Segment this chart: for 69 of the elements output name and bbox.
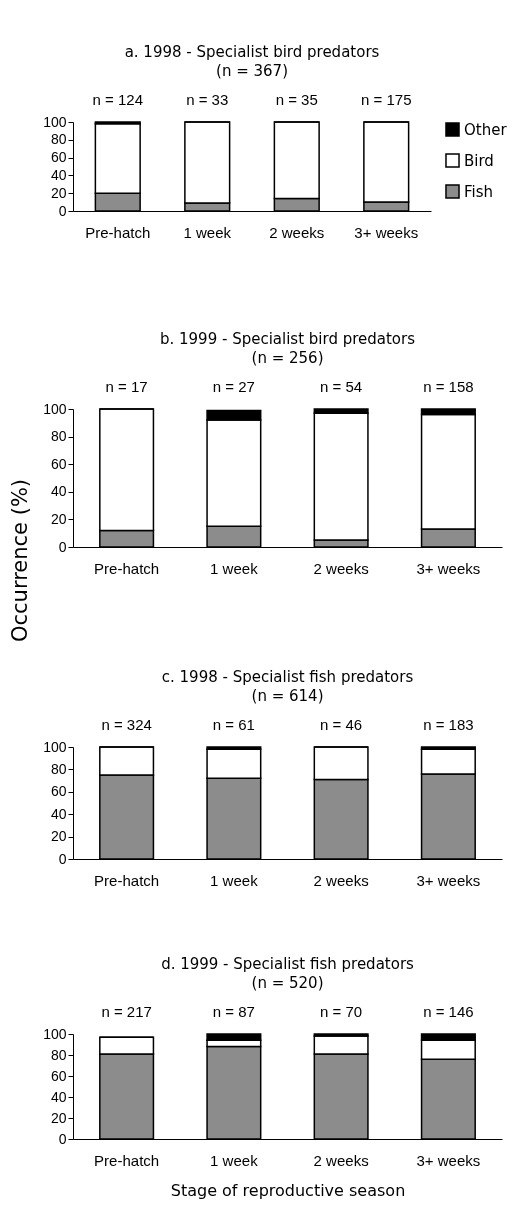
legend-label: Fish xyxy=(464,182,494,201)
y-tick-label: 20 xyxy=(50,828,67,845)
text: n = 70 xyxy=(320,1003,363,1020)
chart-subtitle: (n = 256) xyxy=(251,349,324,367)
text: n = 183 xyxy=(423,716,474,733)
x-tick-label: 2 weeks xyxy=(313,559,369,577)
y-tick-label: 60 xyxy=(50,455,67,472)
x-axis-title: Stage of reproductive season xyxy=(170,1180,406,1200)
x-tick-label: 3+ weeks xyxy=(354,223,419,241)
y-tick-label: 100 xyxy=(43,738,67,755)
chart-subtitle: (n = 367) xyxy=(216,62,288,80)
text: n = 324 xyxy=(101,716,152,733)
x-tick-label: 2 weeks xyxy=(313,871,369,889)
y-axis-title: Occurrence (%) xyxy=(7,478,32,643)
y-tick-label: 0 xyxy=(58,202,67,219)
text: n = 217 xyxy=(101,1003,152,1020)
text: n = 17 xyxy=(105,378,148,395)
y-tick-label: 40 xyxy=(50,166,67,183)
y-tick-label: 0 xyxy=(58,850,67,867)
text: n = 87 xyxy=(212,1003,255,1020)
y-tick-label: 80 xyxy=(50,428,67,445)
y-tick-label: 40 xyxy=(50,805,67,822)
x-tick-label: 3+ weeks xyxy=(416,1151,481,1169)
legend-label: Other xyxy=(464,120,508,139)
x-tick-label: 3+ weeks xyxy=(416,559,481,577)
y-tick-label: 40 xyxy=(50,1088,67,1105)
x-tick-label: 1 week xyxy=(183,223,232,241)
y-tick-label: 60 xyxy=(50,1067,67,1084)
x-tick-label: Pre-hatch xyxy=(94,1151,160,1169)
x-tick-label: 1 week xyxy=(210,1151,259,1169)
y-tick-label: 20 xyxy=(50,184,67,201)
y-tick-label: 80 xyxy=(50,1046,67,1063)
x-tick-label: Pre-hatch xyxy=(94,871,160,889)
y-tick-label: 20 xyxy=(50,510,67,527)
y-tick-label: 100 xyxy=(43,113,67,130)
x-tick-label: 3+ weeks xyxy=(416,871,481,889)
text: n = 54 xyxy=(320,378,363,395)
text: n = 46 xyxy=(320,716,363,733)
chart-subtitle: (n = 520) xyxy=(251,974,324,992)
y-tick-label: 20 xyxy=(50,1109,67,1126)
y-tick-label: 40 xyxy=(50,483,67,500)
chart-subtitle: (n = 614) xyxy=(251,687,324,705)
text: n = 61 xyxy=(212,716,255,733)
text: n = 35 xyxy=(275,91,318,108)
x-tick-label: 2 weeks xyxy=(313,1151,369,1169)
text: n = 27 xyxy=(212,378,255,395)
x-tick-label: 1 week xyxy=(210,871,259,889)
y-tick-label: 0 xyxy=(58,538,67,555)
chart-title: a. 1998 - Specialist bird predators xyxy=(124,43,380,61)
y-tick-label: 80 xyxy=(50,131,67,148)
y-tick-label: 0 xyxy=(58,1130,67,1147)
y-tick-label: 60 xyxy=(50,783,67,800)
chart-title: d. 1999 - Specialist fish predators xyxy=(161,955,415,973)
y-tick-label: 100 xyxy=(43,1025,67,1042)
x-tick-label: 1 week xyxy=(210,559,259,577)
text: n = 124 xyxy=(92,91,143,108)
chart-title: b. 1999 - Specialist bird predators xyxy=(159,330,416,348)
text: n = 146 xyxy=(423,1003,474,1020)
legend-label: Bird xyxy=(464,151,494,170)
text: n = 33 xyxy=(186,91,229,108)
x-tick-label: Pre-hatch xyxy=(94,559,160,577)
chart-title: c. 1998 - Specialist fish predators xyxy=(161,668,414,686)
y-tick-label: 100 xyxy=(43,400,67,417)
y-tick-label: 80 xyxy=(50,760,67,777)
x-tick-label: Pre-hatch xyxy=(85,223,151,241)
text: n = 175 xyxy=(361,91,412,108)
y-tick-label: 60 xyxy=(50,149,67,166)
x-tick-label: 2 weeks xyxy=(269,223,325,241)
text: n = 158 xyxy=(423,378,474,395)
